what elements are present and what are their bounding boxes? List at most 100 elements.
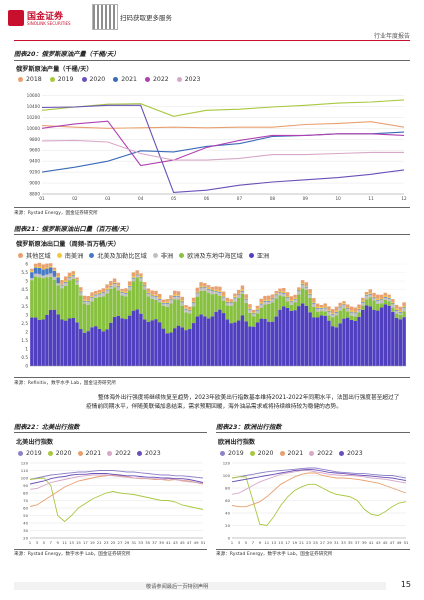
figure21-bar-segment (229, 301, 233, 303)
figure20-bottom-rule (14, 207, 410, 208)
figure21-bar-segment (82, 295, 87, 300)
figure21-bar-segment (278, 292, 282, 293)
figure21-bar-segment (105, 284, 109, 289)
figure21-bar-segment (30, 317, 34, 366)
figure20-ytick-label: 9200 (29, 170, 40, 175)
figure20-xtick-label: 05 (171, 196, 177, 201)
figure21-bar-segment (112, 282, 117, 284)
figure21-bar-segment (278, 295, 282, 310)
figure21-bar-segment (82, 301, 87, 304)
figure21-bar-segment (195, 291, 200, 293)
figure21-bar-segment (304, 282, 309, 286)
figure21-bar-segment (146, 291, 151, 294)
figure21-legend-swatch (56, 253, 62, 258)
figure21-bar-segment (319, 308, 324, 309)
figure21-bar-segment (33, 317, 38, 366)
figure21-bar-segment (274, 295, 279, 299)
figure21-bar-segment (60, 280, 64, 284)
figure21-bar-segment (90, 301, 94, 328)
figure21-legend-item: 非洲 (152, 251, 174, 260)
figure23-xtick-label: 43 (376, 540, 381, 545)
figure23-legend-swatch (220, 451, 225, 456)
report-type: 行业年度报告 (373, 33, 410, 40)
figure21-bar-segment (221, 296, 226, 298)
figure21-bar-segment (323, 303, 327, 307)
figure21-bar-segment (90, 298, 94, 302)
figure21-bar-segment (116, 282, 121, 286)
figure21-bar-segment (60, 319, 64, 366)
figure21-bar-segment (342, 303, 346, 305)
figure23-xtick-label: 37 (355, 540, 360, 545)
figure21-bar-segment (94, 293, 98, 295)
figure21-bar-segment (157, 297, 162, 299)
figure21-bar-segment (60, 285, 64, 289)
figure21-bar-segment (45, 274, 49, 278)
figure23-xtick-label: 1 (231, 540, 234, 545)
figure21-bar-segment (244, 299, 248, 304)
figure21-bar-segment (338, 307, 342, 311)
figure21-bar-segment (255, 310, 260, 314)
qr-code-icon[interactable] (92, 4, 118, 30)
figure21-bar-segment (289, 301, 294, 305)
figure22-xtick-label: 29 (124, 540, 129, 545)
figure23-xtick-label: 27 (320, 540, 325, 545)
figure20-xtick-label: 10 (336, 196, 342, 201)
figure21-bar-segment (71, 274, 75, 276)
figure23-xtick-label: 29 (327, 540, 332, 545)
figure21-bar-segment (199, 288, 203, 291)
figure21-legend-swatch (89, 253, 95, 258)
figure21-bar-segment (402, 317, 406, 366)
figure21-bar-segment (45, 277, 49, 315)
figure23-xtick-label: 3 (238, 540, 241, 545)
figure21-bar-segment (274, 316, 279, 366)
figure21-bar-segment (387, 301, 391, 306)
figure21-bar-segment (353, 311, 357, 313)
figure21-legend-label: 非洲 (160, 253, 174, 260)
figure21-bar-segment (48, 263, 53, 267)
figure21-bar-segment (330, 309, 335, 314)
figure21-bar-segment (173, 296, 177, 300)
figure21-bar-segment (37, 319, 42, 366)
figure21-source: 来源：Refinitiv，数字水手 Lab，国金证券研究所 (14, 381, 116, 386)
figure21-bar-segment (236, 289, 241, 294)
figure21-bar-segment (142, 286, 147, 290)
figure21-bar-segment (63, 276, 68, 281)
figure21-bar-segment (402, 307, 406, 309)
figure23-xtick-label: 49 (397, 540, 402, 545)
figure21-bar-segment (188, 310, 192, 312)
figure21-bar-segment (195, 287, 200, 292)
figure21-bar-segment (105, 289, 109, 291)
figure20-xtick-label: 03 (105, 196, 111, 201)
figure21-bar-segment (60, 283, 64, 285)
figure21-bar-segment (105, 290, 109, 294)
figure21-bar-segment (101, 292, 106, 293)
figure21-bar-segment (169, 299, 173, 301)
figure21-bar-segment (240, 315, 245, 366)
figure21-bar-segment (199, 290, 203, 315)
figure21-bar-segment (289, 296, 294, 301)
figure21-bar-segment (56, 272, 60, 277)
figure21-bar-segment (383, 296, 388, 298)
figure21-bar-segment (124, 319, 128, 366)
figure22-series-line (29, 477, 204, 523)
figure21-bar-segment (270, 297, 275, 299)
figure23-xtick-label: 39 (362, 540, 367, 545)
figure21-bar-segment (48, 267, 53, 274)
figure21-bar-segment (112, 283, 117, 285)
figure21-bar-segment (142, 319, 147, 366)
figure21-bar-segment (176, 296, 181, 300)
figure23-legend-label: 2021 (287, 450, 304, 457)
figure20-caption: 图表20：俄罗斯原油产量（千桶/天） (14, 51, 120, 58)
figure21-bar-segment (338, 302, 342, 306)
figure21-bar-segment (203, 316, 207, 366)
figure20-ytick-label: 9400 (29, 159, 40, 164)
figure21-bar-segment (82, 300, 87, 302)
figure22-legend-swatch (77, 451, 83, 456)
figure21-bar-segment (327, 312, 331, 316)
figure21-bar-segment (368, 306, 373, 366)
figure21-ytick-label: 4 (25, 296, 28, 301)
figure21-bar-segment (282, 306, 286, 366)
figure21-bar-segment (402, 306, 406, 308)
figure21-ytick-label: 2.5 (21, 321, 28, 326)
figure21-caption: 图表21：俄罗斯原油出口量（百万桶/天） (14, 226, 133, 233)
